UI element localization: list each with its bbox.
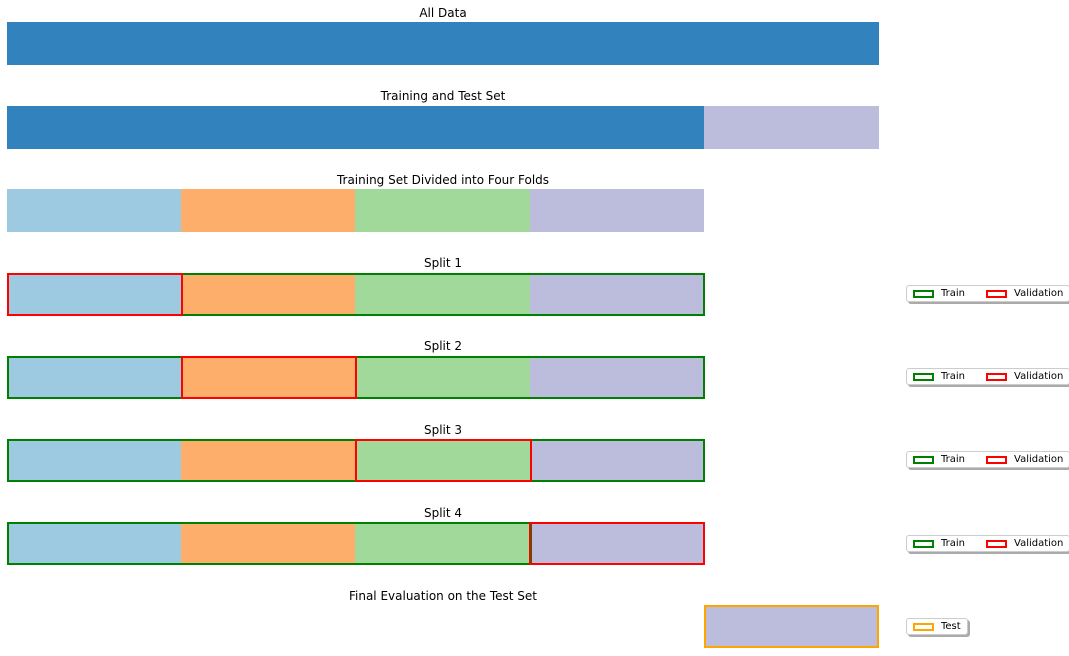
split-1-fold-3	[355, 273, 530, 316]
fold-4-segment	[530, 189, 704, 232]
split-2-title: Split 2	[423, 339, 463, 353]
validation-swatch	[986, 539, 1007, 548]
fold-2-segment	[181, 189, 355, 232]
test-swatch	[913, 622, 934, 631]
split-4-fold-3	[355, 522, 530, 565]
split-3-fold-2	[181, 439, 355, 482]
split-1-legend: Train Validation	[906, 285, 1069, 302]
legend-train-label: Train	[941, 538, 965, 549]
split-1-fold-4	[530, 273, 705, 316]
split-1-train-outline	[181, 273, 705, 316]
fold-1-segment	[7, 189, 181, 232]
final-test-outline	[704, 605, 879, 648]
legend-validation-entry: Validation	[986, 454, 1063, 465]
legend-train-label: Train	[941, 371, 965, 382]
train-test-title: Training and Test Set	[380, 89, 506, 103]
split-2-fold-2	[181, 356, 355, 399]
split-1-fold-2	[181, 273, 355, 316]
final-test-bar	[704, 605, 879, 648]
split-3-title: Split 3	[423, 423, 463, 437]
split-4-title: Split 4	[423, 506, 463, 520]
split-4-validation-outline	[529, 522, 705, 565]
train-swatch	[913, 289, 934, 298]
split-4-fold-2	[181, 522, 355, 565]
legend-test-label: Test	[941, 621, 961, 632]
train-test-bar	[7, 106, 879, 149]
final-test-segment	[704, 605, 879, 648]
split-2-bar	[7, 356, 705, 399]
legend-train-entry: Train	[913, 454, 965, 465]
train-swatch	[913, 372, 934, 381]
split-3-bar	[7, 439, 705, 482]
split-4-fold-4	[530, 522, 705, 565]
train-swatch	[913, 455, 934, 464]
legend-train-label: Train	[941, 454, 965, 465]
final-legend: Test	[906, 618, 968, 635]
legend-train-entry: Train	[913, 371, 965, 382]
legend-train-label: Train	[941, 288, 965, 299]
split-2-legend: Train Validation	[906, 368, 1069, 385]
split-1-title: Split 1	[423, 256, 463, 270]
split-2-fold-4	[530, 356, 705, 399]
folds-bar	[7, 189, 704, 232]
training-set-segment	[7, 106, 704, 149]
legend-validation-entry: Validation	[986, 371, 1063, 382]
split-4-train-outline	[7, 522, 532, 565]
test-set-segment	[704, 106, 879, 149]
train-swatch	[913, 539, 934, 548]
split-4-fold-1	[7, 522, 181, 565]
legend-validation-label: Validation	[1014, 454, 1064, 465]
legend-validation-label: Validation	[1014, 538, 1064, 549]
validation-swatch	[986, 289, 1007, 298]
legend-train-entry: Train	[913, 288, 965, 299]
split-2-fold-1	[7, 356, 181, 399]
validation-swatch	[986, 455, 1007, 464]
all-data-bar	[7, 22, 879, 65]
split-3-fold-3	[355, 439, 530, 482]
legend-test-entry: Test	[913, 621, 961, 632]
split-1-bar	[7, 273, 705, 316]
split-3-validation-outline	[355, 439, 532, 482]
fold-3-segment	[355, 189, 530, 232]
split-1-fold-1	[7, 273, 181, 316]
split-2-validation-outline	[181, 356, 357, 399]
final-evaluation-title: Final Evaluation on the Test Set	[348, 589, 538, 603]
legend-validation-label: Validation	[1014, 371, 1064, 382]
split-2-fold-3	[355, 356, 530, 399]
legend-train-entry: Train	[913, 538, 965, 549]
split-3-legend: Train Validation	[906, 451, 1069, 468]
split-3-fold-1	[7, 439, 181, 482]
split-4-legend: Train Validation	[906, 535, 1069, 552]
folds-title: Training Set Divided into Four Folds	[336, 173, 550, 187]
validation-swatch	[986, 372, 1007, 381]
split-3-fold-4	[530, 439, 705, 482]
split-4-bar	[7, 522, 705, 565]
all-data-segment	[7, 22, 879, 65]
legend-validation-entry: Validation	[986, 538, 1063, 549]
split-1-validation-outline	[7, 273, 183, 316]
legend-validation-entry: Validation	[986, 288, 1063, 299]
legend-validation-label: Validation	[1014, 288, 1064, 299]
all-data-title: All Data	[419, 6, 467, 20]
